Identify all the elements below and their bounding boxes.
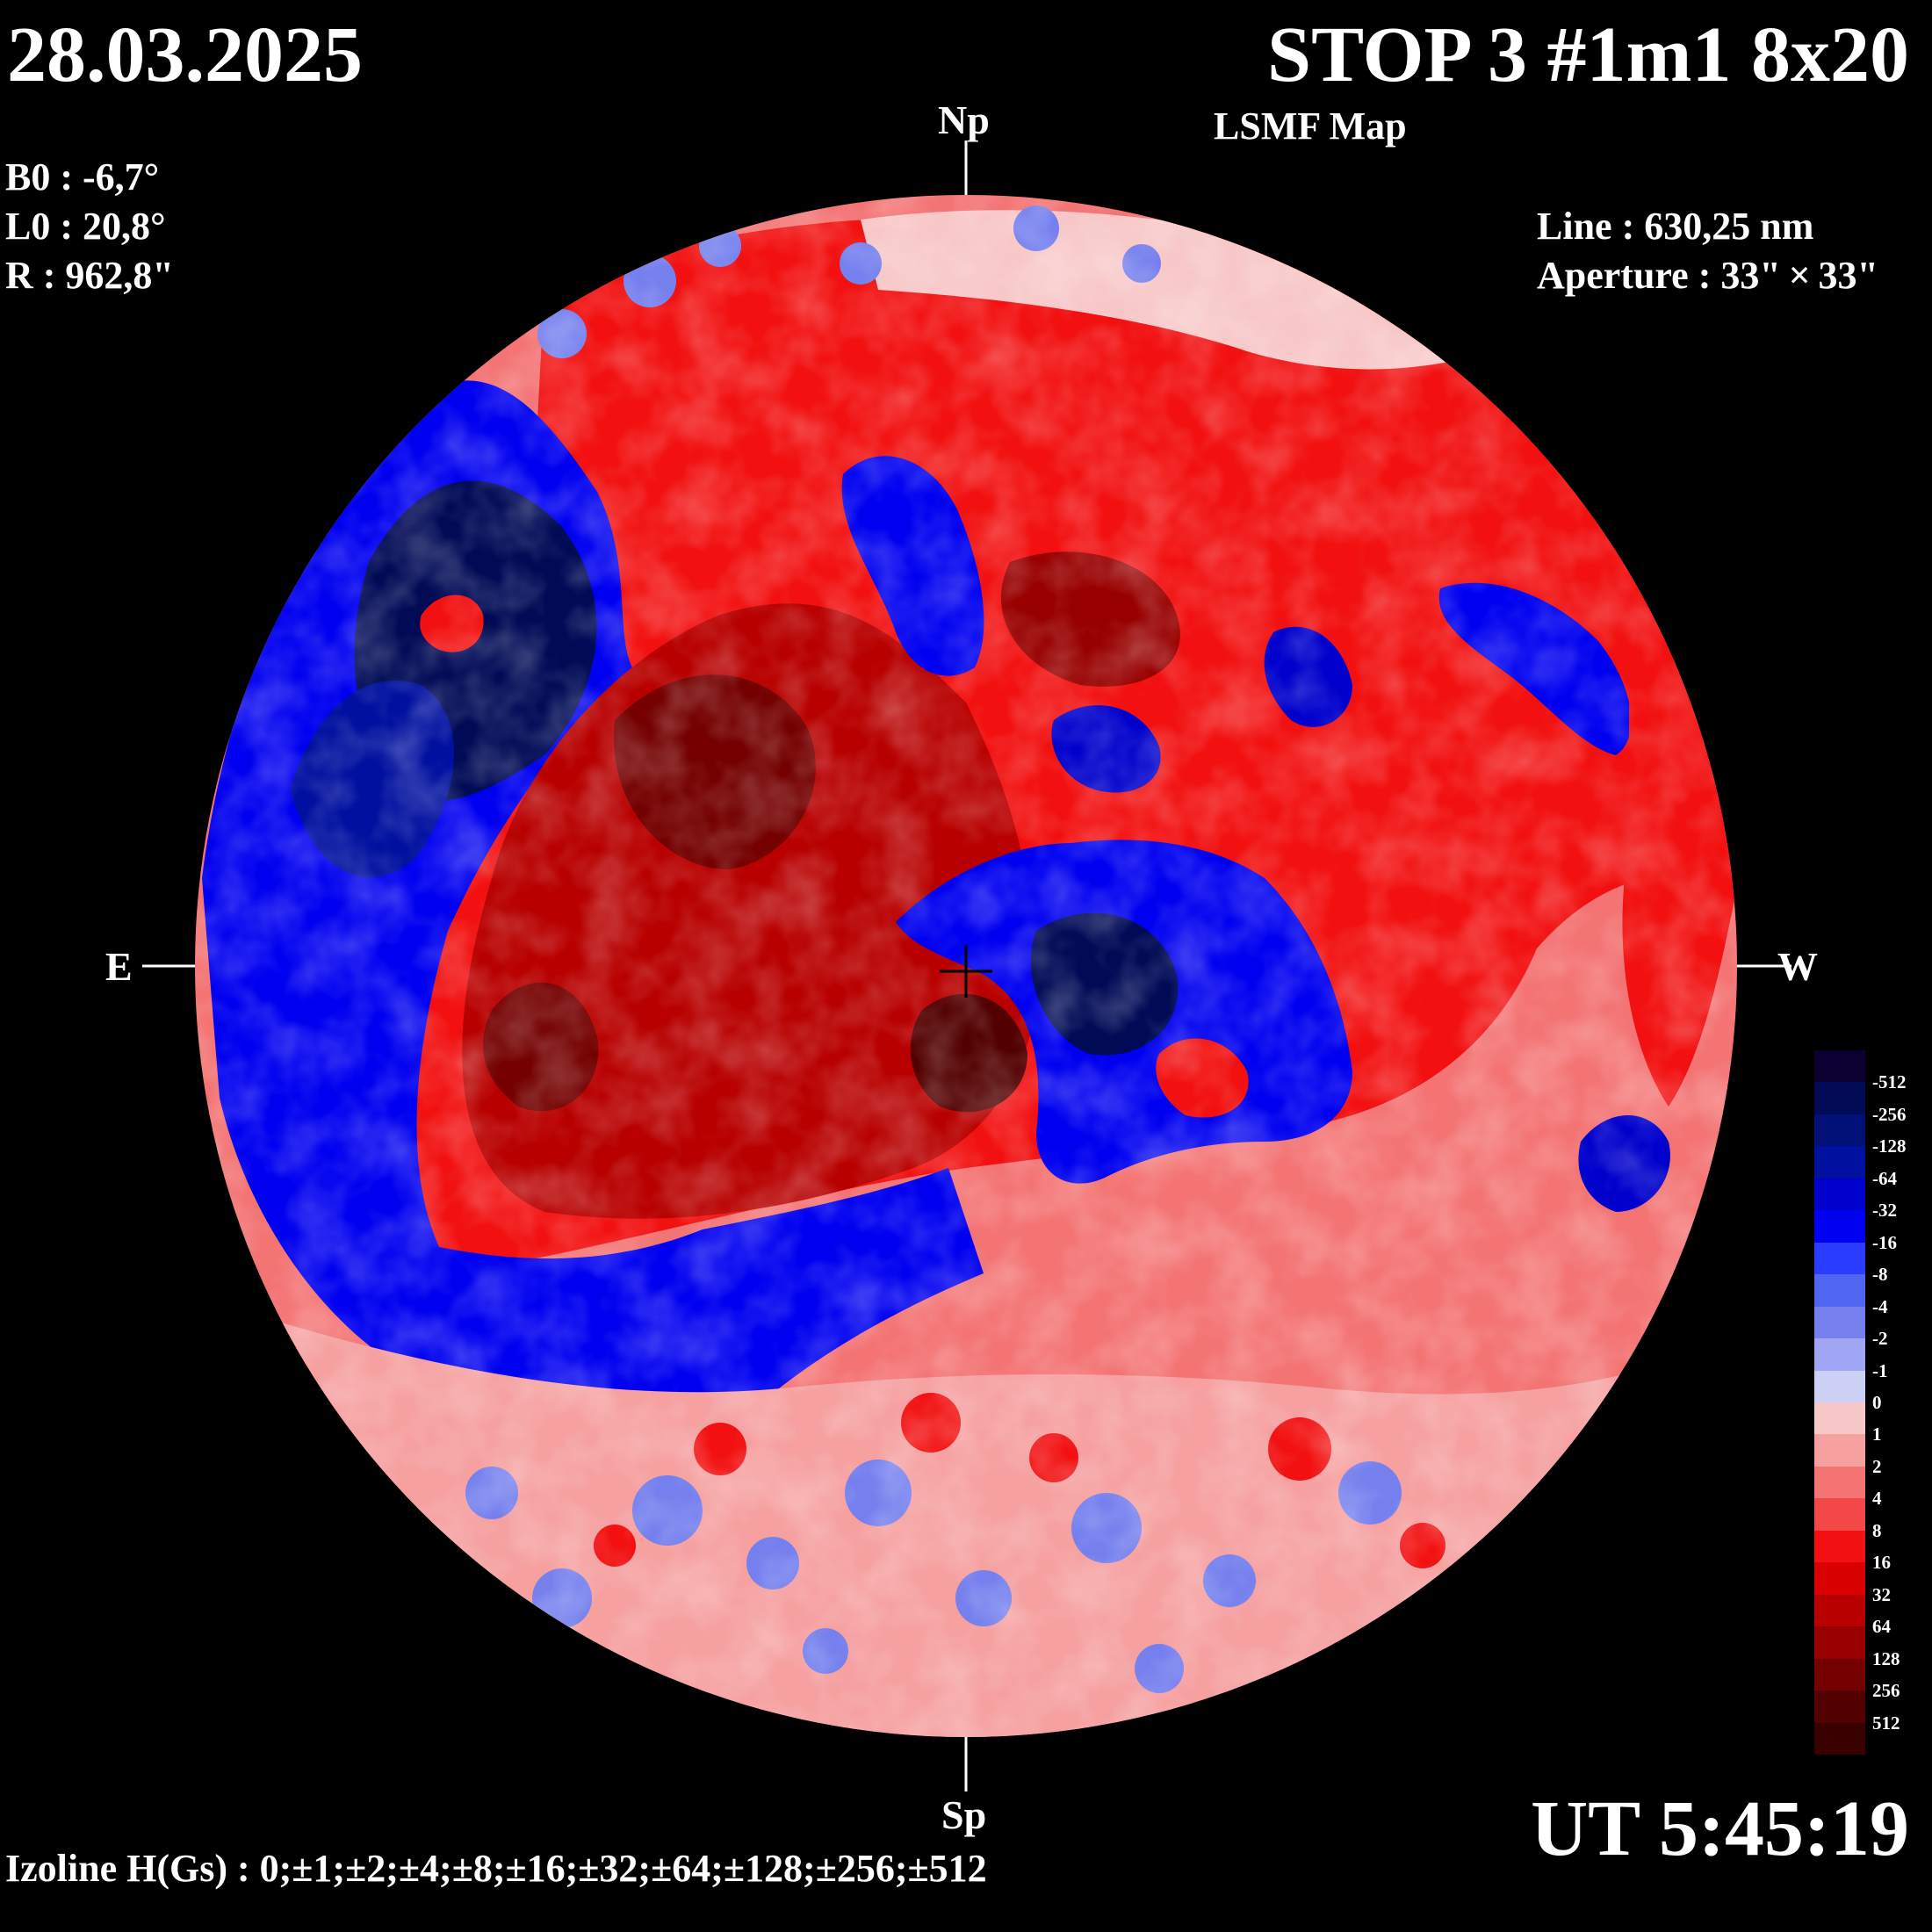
legend-level-label: -32 (1872, 1200, 1897, 1222)
legend-level-label: 16 (1872, 1552, 1891, 1574)
legend-swatch (1814, 1146, 1865, 1179)
param-l0: L0 : 20,8° (5, 205, 166, 248)
legend-level-label: -2 (1872, 1328, 1888, 1350)
legend-swatch (1814, 1658, 1865, 1691)
map-title: STOP 3 #1m1 8x20 (1267, 11, 1909, 98)
north-pole-label: Np (938, 97, 990, 142)
observation-date: 28.03.2025 (7, 11, 363, 98)
isoline-levels: Izoline H(Gs) : 0;±1;±2;±4;±8;±16;±32;±6… (5, 1847, 987, 1890)
param-b0: B0 : -6,7° (5, 155, 160, 198)
legend-level-label: 2 (1872, 1455, 1882, 1477)
legend-level-label: -1 (1872, 1359, 1888, 1381)
legend-swatch (1814, 1722, 1865, 1755)
legend-level-label: 256 (1872, 1680, 1900, 1702)
legend-level-label: 4 (1872, 1488, 1882, 1510)
map-subtitle: LSMF Map (1214, 105, 1407, 148)
legend-swatch (1814, 1050, 1865, 1083)
legend-swatch (1814, 1402, 1865, 1435)
legend-level-label: -16 (1872, 1231, 1897, 1253)
legend-level-label: 32 (1872, 1583, 1891, 1605)
legend-swatch (1814, 1466, 1865, 1499)
west-label: W (1777, 944, 1818, 989)
aperture-size: Aperture : 33" × 33" (1537, 254, 1878, 297)
legend-swatch (1814, 1498, 1865, 1532)
legend-swatch (1814, 1690, 1865, 1724)
legend-level-label: -256 (1872, 1103, 1907, 1125)
legend-level-label: -4 (1872, 1295, 1888, 1317)
legend-swatch (1814, 1210, 1865, 1244)
legend-swatch (1814, 1562, 1865, 1596)
legend-swatch (1814, 1114, 1865, 1147)
legend-swatch (1814, 1274, 1865, 1308)
legend-swatch (1814, 1626, 1865, 1660)
legend-level-label: 512 (1872, 1712, 1900, 1734)
spectral-line: Line : 630,25 nm (1537, 205, 1814, 248)
legend-level-label: 64 (1872, 1616, 1891, 1638)
legend-swatch (1814, 1242, 1865, 1275)
legend-swatch (1814, 1082, 1865, 1115)
legend-swatch (1814, 1594, 1865, 1627)
legend-level-label: 8 (1872, 1519, 1882, 1541)
legend-level-label: -512 (1872, 1071, 1907, 1093)
south-pole-label: Sp (941, 1792, 987, 1837)
east-label: E (105, 944, 133, 989)
legend-level-label: -8 (1872, 1264, 1888, 1286)
legend-swatch (1814, 1306, 1865, 1339)
observation-time: UT 5:45:19 (1531, 1785, 1909, 1872)
legend-swatch (1814, 1530, 1865, 1563)
legend-swatch (1814, 1178, 1865, 1211)
legend-swatch (1814, 1338, 1865, 1372)
legend-level-label: -64 (1872, 1167, 1897, 1189)
center-cross (940, 945, 992, 998)
legend-swatch (1814, 1434, 1865, 1467)
legend-swatch (1814, 1370, 1865, 1403)
legend-level-label: -128 (1872, 1135, 1907, 1157)
legend-level-label: 128 (1872, 1647, 1900, 1669)
legend-level-label: 1 (1872, 1424, 1882, 1445)
param-radius: R : 962,8" (5, 254, 174, 297)
color-legend-bar (1814, 1050, 1865, 1755)
compass-ticks (142, 141, 1791, 1791)
legend-level-label: 0 (1872, 1392, 1882, 1413)
